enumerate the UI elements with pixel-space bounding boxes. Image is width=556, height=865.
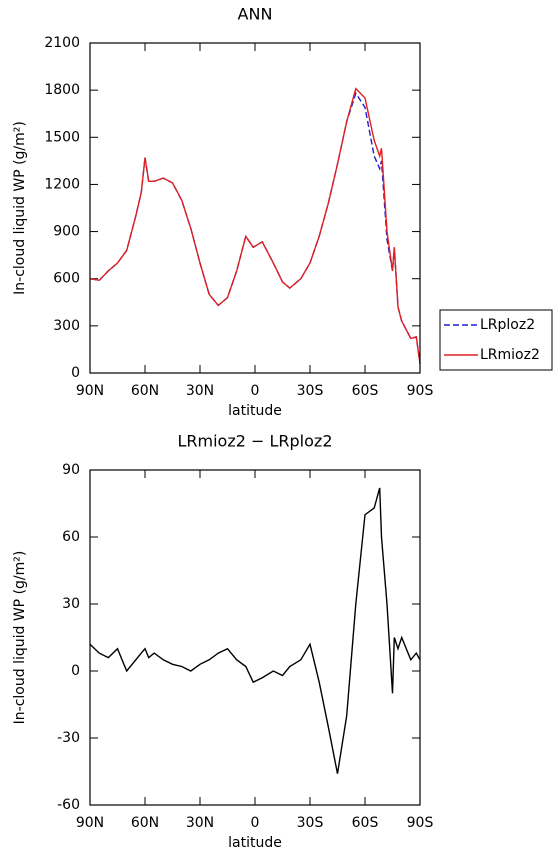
- x-axis-label: latitude: [228, 835, 282, 851]
- y-tick-label: 300: [53, 318, 80, 334]
- y-tick-label: 900: [53, 224, 80, 240]
- x-tick-label: 60S: [352, 815, 379, 831]
- x-tick-label: 30N: [186, 383, 214, 399]
- legend-label: LRploz2: [480, 317, 535, 333]
- data-line: [89, 487, 421, 774]
- y-tick-label: 0: [71, 365, 80, 381]
- x-tick-label: 30S: [297, 383, 324, 399]
- y-tick-label: 600: [53, 271, 80, 287]
- y-tick-label: 2100: [44, 35, 80, 51]
- x-tick-label: 0: [251, 815, 260, 831]
- x-tick-label: 90S: [407, 815, 434, 831]
- chart-title: ANN: [238, 5, 273, 24]
- data-line: [89, 87, 421, 364]
- x-tick-label: 90N: [76, 815, 104, 831]
- x-tick-label: 60N: [131, 383, 159, 399]
- legend-box: [439, 309, 553, 371]
- legend-label: LRmioz2: [480, 347, 540, 363]
- x-tick-label: 30S: [297, 815, 324, 831]
- x-axis-label: latitude: [228, 403, 282, 419]
- y-axis-label: In-cloud liquid WP (g/m²): [12, 551, 28, 725]
- y-tick-label: 0: [71, 663, 80, 679]
- y-tick-label: -60: [57, 797, 80, 813]
- y-tick-label: 60: [62, 529, 80, 545]
- x-tick-label: 30N: [186, 815, 214, 831]
- y-tick-label: 1800: [44, 82, 80, 98]
- y-tick-label: -30: [57, 730, 80, 746]
- y-tick-label: 30: [62, 596, 80, 612]
- y-axis-label: In-cloud liquid WP (g/m²): [12, 121, 28, 295]
- plot-frame: [89, 42, 421, 374]
- y-tick-label: 1500: [44, 129, 80, 145]
- x-tick-label: 60S: [352, 383, 379, 399]
- x-tick-label: 0: [251, 383, 260, 399]
- y-tick-label: 1200: [44, 176, 80, 192]
- x-tick-label: 90S: [407, 383, 434, 399]
- x-tick-label: 60N: [131, 815, 159, 831]
- x-tick-label: 90N: [76, 383, 104, 399]
- plot-frame: [89, 469, 421, 806]
- data-line: [89, 91, 421, 364]
- chart-title: LRmioz2 − LRploz2: [177, 432, 332, 451]
- y-tick-label: 90: [62, 462, 80, 478]
